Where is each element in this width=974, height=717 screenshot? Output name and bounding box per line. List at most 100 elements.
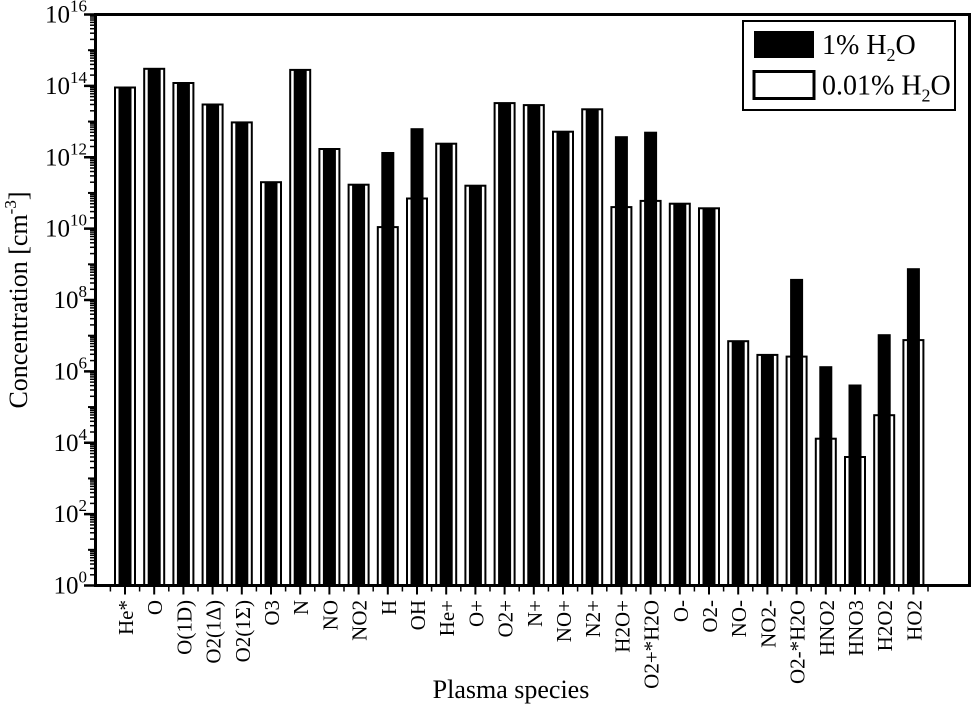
x-tick-label-NO: NO [318, 600, 342, 630]
bar-group-O- [668, 202, 691, 587]
bar-group-O3 [260, 181, 282, 587]
bar-1pct-NO2 [352, 184, 366, 586]
x-tick-label-H2O2: H2O2 [873, 600, 897, 651]
legend-label-0: 1% H2O [822, 30, 916, 65]
bar-1pct-N2+ [585, 109, 599, 586]
bar-1pct-H [381, 152, 395, 586]
x-axis-title: Plasma species [433, 675, 590, 704]
x-tick-label-O2+*H2O: O2+*H2O [640, 600, 664, 689]
bar-group-H2O+ [610, 136, 633, 587]
y-tick-label-10e2: 102 [54, 496, 88, 528]
x-tick-label-HNO2: HNO2 [815, 600, 839, 656]
bar-group-O2+*H2O [639, 131, 662, 587]
x-tick-label-O2-*H2O: O2-*H2O [786, 600, 810, 684]
bar-1pct-H2O+ [614, 136, 628, 586]
bar-1pct-H2O2 [877, 334, 891, 586]
bar-1pct-O [147, 68, 161, 586]
bar-group-NO [318, 148, 341, 587]
bar-group-O2+ [493, 102, 516, 587]
x-tick-label-O2+: O2+ [494, 600, 518, 638]
x-tick-label-H2O+: H2O+ [610, 600, 634, 653]
bar-1pct-O- [673, 203, 687, 586]
bar-1pct-O2(1Σ) [235, 122, 249, 586]
bar-group-N+ [522, 104, 545, 587]
bar-group-O2(1Δ) [201, 103, 224, 587]
x-tick-label-N2+: N2+ [581, 600, 605, 638]
bar-group-O2(1Σ) [230, 121, 253, 587]
bar-1pct-He* [118, 87, 132, 586]
bar-group-HO2 [902, 268, 925, 587]
bar-1pct-NO2- [760, 354, 774, 586]
x-tick-label-He*: He* [114, 600, 138, 635]
y-tick-label-10e8: 108 [54, 282, 88, 314]
x-tick-label-HO2: HO2 [902, 600, 926, 641]
x-tick-label-O-: O- [669, 600, 693, 622]
bar-group-H2O2 [873, 334, 896, 587]
bar-1pct-HNO3 [848, 384, 862, 586]
x-tick-label-OH: OH [406, 600, 430, 630]
x-tick-label-NO2: NO2 [348, 600, 372, 641]
bar-group-NO2- [756, 353, 779, 587]
bar-group-O+ [464, 184, 487, 587]
bar-group-O(1D) [172, 82, 195, 587]
y-tick-label-10e6: 106 [54, 353, 88, 385]
bar-1pct-O2- [702, 208, 716, 586]
bar-1pct-O3 [264, 182, 278, 586]
bar-1pct-NO- [731, 341, 745, 586]
bar-group-NO+ [552, 130, 574, 587]
bar-1pct-NO+ [556, 131, 570, 586]
x-tick-label-N+: N+ [523, 600, 547, 627]
x-tick-label-HNO3: HNO3 [844, 600, 868, 656]
bar-1pct-O2+ [498, 103, 512, 586]
x-tick-label-NO+: NO+ [552, 600, 576, 642]
x-tick-label-O3: O3 [260, 600, 284, 626]
bar-group-O2-*H2O [785, 278, 808, 587]
bar-group-He* [114, 86, 136, 587]
y-tick-label-10e12: 1012 [45, 139, 87, 171]
x-tick-label-O2(1Σ): O2(1Σ) [231, 600, 255, 662]
bar-1pct-HO2 [906, 268, 920, 586]
bar-group-NO- [727, 340, 750, 587]
legend: 1% H2O 0.01% H2O [742, 20, 956, 111]
x-tick-label-NO-: NO- [727, 600, 751, 637]
bar-1pct-O(1D) [176, 83, 190, 586]
bar-1pct-HNO2 [819, 366, 833, 586]
bar-group-HNO2 [814, 366, 837, 587]
bar-group-He+ [435, 142, 458, 587]
y-tick-label-10e4: 104 [54, 425, 88, 457]
bar-1pct-O2-*H2O [790, 278, 804, 586]
y-tick-label-10e10: 1010 [45, 211, 87, 243]
bar-1pct-NO [322, 149, 336, 586]
plot-frame [94, 13, 971, 587]
y-axis-title: Concentration [cm-3] [1, 191, 33, 408]
bar-1pct-N [293, 69, 307, 586]
legend-swatch-open [752, 70, 816, 100]
bar-group-NO2 [347, 183, 370, 587]
x-tick-label-O2-: O2- [698, 600, 722, 633]
bar-group-H [376, 152, 399, 587]
legend-swatch-filled [754, 31, 814, 58]
y-tick-label-10e14: 1014 [45, 68, 88, 100]
bar-group-N [289, 68, 312, 587]
y-tick-label-10e16: 1016 [45, 0, 87, 29]
bar-1pct-He+ [439, 143, 453, 586]
x-tick-label-N: N [289, 600, 313, 615]
x-tick-label-He+: He+ [435, 600, 459, 636]
bar-1pct-OH [410, 128, 424, 586]
bar-1pct-O2(1Δ) [206, 104, 220, 586]
bar-group-HNO3 [844, 384, 866, 587]
x-tick-label-O: O [143, 600, 167, 615]
bar-group-N2+ [581, 108, 604, 587]
bar-group-OH [406, 128, 428, 587]
bar-1pct-N+ [527, 105, 541, 586]
legend-label-1: 0.01% H2O [822, 71, 951, 106]
y-tick-label-10e0: 100 [54, 568, 88, 600]
x-tick-label-O+: O+ [464, 600, 488, 627]
x-tick-label-O(1D): O(1D) [172, 600, 196, 655]
x-tick-label-O2(1Δ): O2(1Δ) [202, 600, 226, 664]
bar-group-O2- [698, 207, 720, 587]
x-tick-label-H: H [377, 600, 401, 615]
bar-1pct-O2+*H2O [644, 131, 658, 586]
